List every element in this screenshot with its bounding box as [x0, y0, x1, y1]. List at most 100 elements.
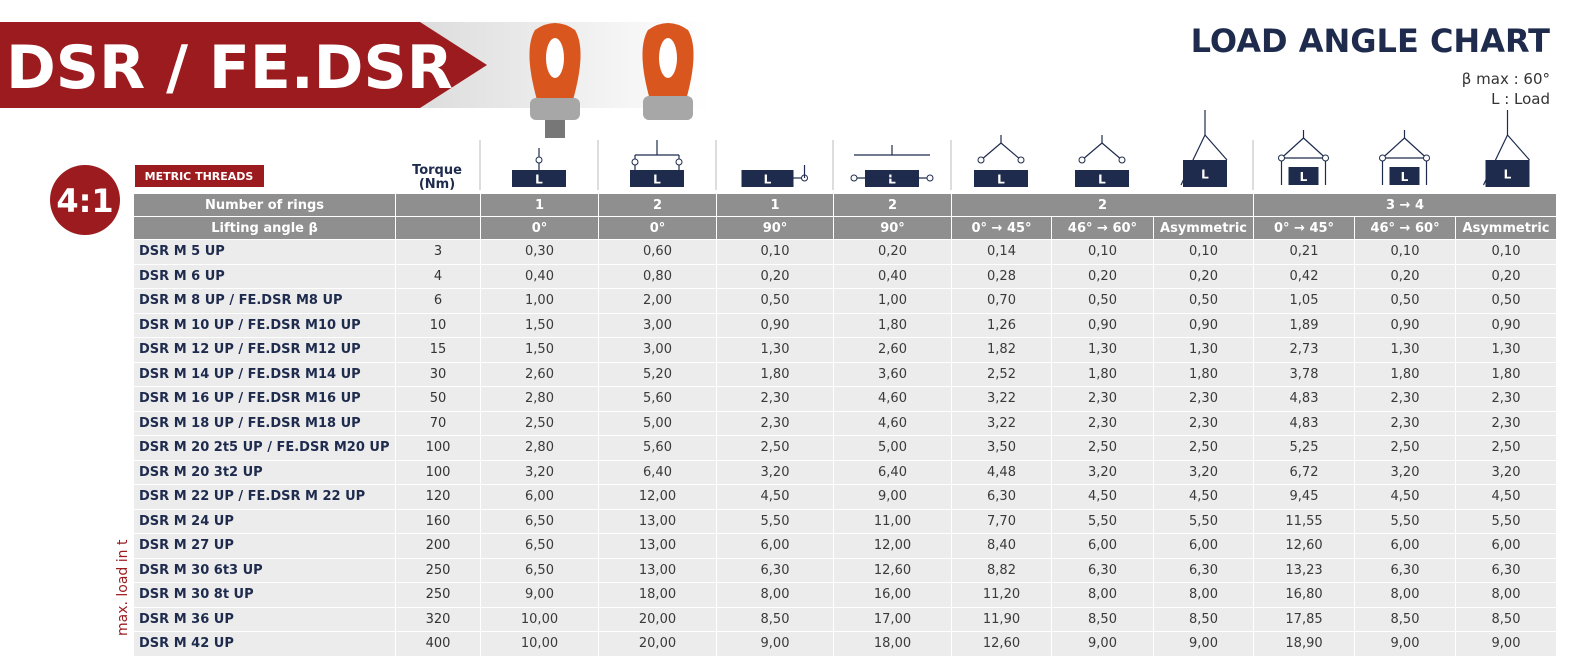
load-value: 4,50: [1455, 484, 1558, 510]
load-value: 11,55: [1253, 508, 1356, 534]
load-value: 6,00: [480, 484, 599, 510]
load-value: 0,80: [598, 263, 717, 289]
load-value: 1,30: [1051, 337, 1154, 363]
load-value: 1,30: [1152, 337, 1255, 363]
load-value: 0,50: [1455, 288, 1558, 314]
load-value: 13,23: [1253, 557, 1356, 583]
angle-cell: 0°: [598, 216, 717, 240]
angle-cell: 46° → 60°: [1354, 216, 1457, 240]
load-value: 0,40: [480, 263, 599, 289]
load-value: 0,10: [1051, 239, 1154, 265]
product-name: DSR M 14 UP / FE.DSR M14 UP: [133, 361, 396, 387]
load-value: 5,50: [716, 508, 834, 534]
eyebolt: [529, 23, 581, 138]
load-value: 0,90: [1152, 312, 1255, 338]
angle-cell: 46° → 60°: [1051, 216, 1154, 240]
load-value: 5,20: [598, 361, 717, 387]
load-value: 5,50: [1354, 508, 1457, 534]
load-value: 1,30: [716, 337, 834, 363]
table-row: DSR M 30 8t UP 250 9,00 18,00 8,00 16,00 11,20…: [133, 582, 1558, 608]
load-value: 3,20: [1152, 459, 1255, 485]
torque-unit: (Nm): [419, 177, 455, 192]
load-value: 0,20: [1455, 263, 1558, 289]
load-icon: L: [1278, 130, 1329, 185]
load-value: 20,00: [598, 631, 717, 657]
load-value: 8,00: [1354, 582, 1457, 608]
empty-cell: [395, 193, 481, 217]
load-value: 1,50: [480, 337, 599, 363]
load-letter: L: [997, 173, 1005, 187]
load-value: 9,00: [1152, 631, 1255, 657]
badge-text: METRIC THREADS: [145, 170, 254, 183]
load-value: 0,42: [1253, 263, 1356, 289]
load-value: 11,90: [951, 606, 1052, 632]
load-value: 3,50: [951, 435, 1052, 461]
load-value: 2,50: [1354, 435, 1457, 461]
load-value: 1,82: [951, 337, 1052, 363]
load-value: 2,30: [1455, 386, 1558, 412]
table-row: DSR M 27 UP 200 6,50 13,00 6,00 12,00 8,40 6,00…: [133, 533, 1558, 559]
load-value: 12,60: [951, 631, 1052, 657]
load-value: 4,50: [1152, 484, 1255, 510]
load-value: 2,00: [598, 288, 717, 314]
product-name: DSR M 22 UP / FE.DSR M 22 UP: [133, 484, 396, 510]
load-letter: L: [1098, 173, 1106, 187]
torque: 200: [395, 533, 481, 559]
load-value: 1,26: [951, 312, 1052, 338]
load-value: 2,73: [1253, 337, 1356, 363]
rings-cell: 2: [950, 193, 1255, 217]
product-name: DSR M 12 UP / FE.DSR M12 UP: [133, 337, 396, 363]
torque: 250: [395, 557, 481, 583]
load-value: 1,50: [480, 312, 599, 338]
load-value: 0,50: [1152, 288, 1255, 314]
load-value: 6,30: [1051, 557, 1154, 583]
table-row: DSR M 12 UP / FE.DSR M12 UP 15 1,50 3,00 1,3…: [133, 337, 1558, 363]
load-value: 6,30: [1455, 557, 1558, 583]
load-value: 8,82: [951, 557, 1052, 583]
load-value: 8,50: [1455, 606, 1558, 632]
load-value: 2,50: [1455, 435, 1558, 461]
load-value: 18,00: [598, 582, 717, 608]
load-value: 2,80: [480, 386, 599, 412]
load-value: 17,85: [1253, 606, 1356, 632]
empty-cell: [395, 216, 481, 240]
load-value: 2,30: [1354, 410, 1457, 436]
load-value: 6,50: [480, 533, 599, 559]
load-value: 2,30: [716, 386, 834, 412]
beta-max: β max : 60°: [1462, 70, 1550, 88]
load-value: 17,00: [833, 606, 952, 632]
load-value: 6,00: [1152, 533, 1255, 559]
product-name: DSR M 20 3t2 UP: [133, 459, 396, 485]
angle-cell: 0° → 45°: [951, 216, 1052, 240]
load-value: 8,00: [1152, 582, 1255, 608]
load-value: 5,60: [598, 386, 717, 412]
load-value: 9,45: [1253, 484, 1356, 510]
load-value: 1,00: [480, 288, 599, 314]
load-letter: L: [1401, 170, 1409, 184]
load-value: 3,78: [1253, 361, 1356, 387]
load-icon: L: [1180, 110, 1228, 187]
load-value: 0,50: [1354, 288, 1457, 314]
product-name: DSR M 30 6t3 UP: [133, 557, 396, 583]
load-letter: L: [1201, 168, 1209, 182]
load-value: 3,22: [951, 386, 1052, 412]
load-letter: L: [764, 173, 772, 187]
load-note: L : Load: [1491, 90, 1550, 108]
table-row: Lifting angle β 0° 0° 90° 90° 0° → 45° 46° → 6…: [133, 216, 1558, 240]
product-name: DSR M 27 UP: [133, 533, 396, 559]
table-row: DSR M 10 UP / FE.DSR M10 UP 10 1,50 3,00 0,9…: [133, 312, 1558, 338]
load-value: 0,10: [1455, 239, 1558, 265]
load-value: 6,30: [1152, 557, 1255, 583]
table-row: DSR M 30 6t3 UP 250 6,50 13,00 6,30 12,60 8,82…: [133, 557, 1558, 583]
angle-cell: 90°: [716, 216, 834, 240]
load-value: 5,50: [1051, 508, 1154, 534]
eyebolt: [642, 23, 694, 120]
title: DSR / FE.DSR: [6, 33, 453, 103]
torque: 400: [395, 631, 481, 657]
product-name: DSR M 16 UP / FE.DSR M16 UP: [133, 386, 396, 412]
product-name: DSR M 30 8t UP: [133, 582, 396, 608]
table-row: Number of rings 1 2 1 2 2 3 → 4: [133, 193, 1558, 217]
load-value: 10,00: [480, 606, 599, 632]
table-row: DSR M 22 UP / FE.DSR M 22 UP 120 6,00 12,00…: [133, 484, 1558, 510]
